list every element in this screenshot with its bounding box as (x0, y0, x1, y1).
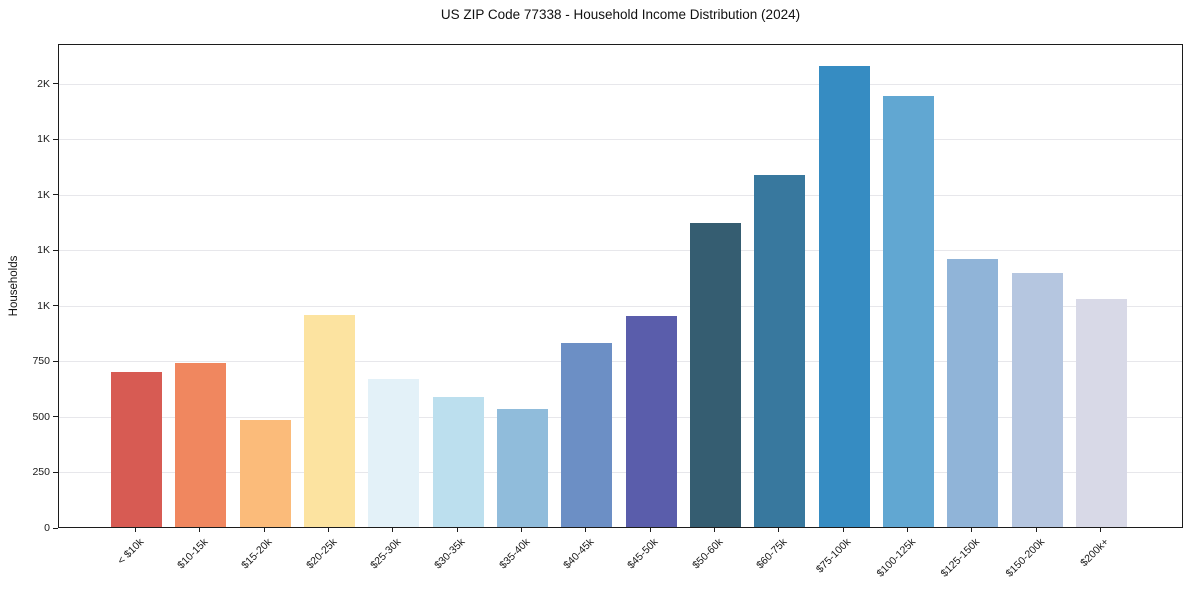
gridline (59, 305, 1182, 307)
x-tick-mark (1035, 528, 1037, 532)
bar (303, 314, 355, 527)
y-tick-mark (53, 249, 58, 251)
plot-area (58, 44, 1183, 528)
y-tick-mark (53, 416, 58, 418)
bar (754, 175, 806, 527)
x-tick-label: $30-35k (432, 536, 468, 572)
x-tick-label: $10-15k (175, 536, 211, 572)
y-tick-label: 1K (37, 188, 50, 201)
y-tick-label: 250 (32, 466, 50, 479)
x-tick-mark (263, 528, 265, 532)
x-tick-mark (199, 528, 201, 532)
bar (368, 379, 420, 527)
x-tick-label: $35-40k (496, 536, 532, 572)
x-tick-mark (327, 528, 329, 532)
y-tick-mark (53, 527, 58, 529)
y-tick-label: 500 (32, 410, 50, 423)
bar (947, 259, 999, 527)
x-tick-mark (1099, 528, 1101, 532)
x-tick-label: $200k+ (1077, 536, 1111, 570)
x-tick-label: < $10k (114, 536, 146, 567)
x-tick-label: $20-25k (303, 536, 339, 572)
y-tick-label: 0 (44, 522, 50, 534)
x-tick-mark (778, 528, 780, 532)
x-tick-label: $125-150k (938, 536, 983, 580)
x-tick-label: $150-200k (1003, 536, 1047, 580)
bar (496, 409, 548, 527)
bar (561, 342, 613, 527)
x-tick-mark (135, 528, 136, 532)
x-tick-label: $75-100k (814, 536, 854, 576)
y-tick-mark (53, 305, 58, 307)
x-tick-label: $60-75k (753, 536, 790, 572)
y-tick-mark (53, 471, 58, 473)
y-tick-label: 1K (37, 244, 50, 257)
x-tick-label: $100-125k (874, 536, 918, 580)
x-tick-mark (585, 528, 587, 532)
x-tick-mark (906, 528, 908, 532)
y-tick-label: 1K (37, 133, 50, 146)
gridline (59, 416, 1182, 418)
gridline (59, 250, 1182, 252)
bar (1075, 299, 1127, 527)
x-tick-mark (713, 528, 715, 532)
y-tick-mark (53, 360, 58, 362)
x-tick-mark (649, 528, 651, 532)
chart-title: US ZIP Code 77338 - Household Income Dis… (440, 7, 801, 22)
y-tick-label: 750 (32, 355, 50, 368)
x-tick-mark (392, 528, 394, 532)
y-tick-mark (53, 138, 58, 140)
gridline (59, 194, 1182, 196)
bar (432, 397, 484, 527)
gridline (59, 83, 1182, 85)
x-tick-label: $15-20k (239, 536, 275, 572)
gridline (59, 472, 1182, 474)
x-tick-label: $25-30k (367, 536, 404, 572)
x-tick-mark (456, 528, 458, 532)
x-tick-label: $45-50k (625, 536, 661, 572)
y-tick-mark (53, 194, 58, 196)
gridline (59, 139, 1182, 141)
y-tick-mark (53, 83, 58, 85)
y-tick-label: 2K (37, 77, 50, 90)
bar (882, 96, 934, 527)
bar (689, 222, 741, 527)
x-tick-label: $40-45k (560, 536, 597, 572)
bar (625, 316, 677, 527)
x-tick-mark (842, 528, 844, 532)
bar (818, 66, 870, 527)
x-tick-mark (971, 528, 973, 532)
x-tick-label: $50-60k (689, 536, 725, 572)
y-tick-label: 1K (37, 299, 50, 312)
gridline (59, 361, 1182, 363)
bar (1011, 272, 1063, 527)
bar (175, 362, 227, 527)
bar (111, 371, 162, 527)
x-tick-mark (520, 528, 522, 532)
bar (239, 420, 291, 527)
